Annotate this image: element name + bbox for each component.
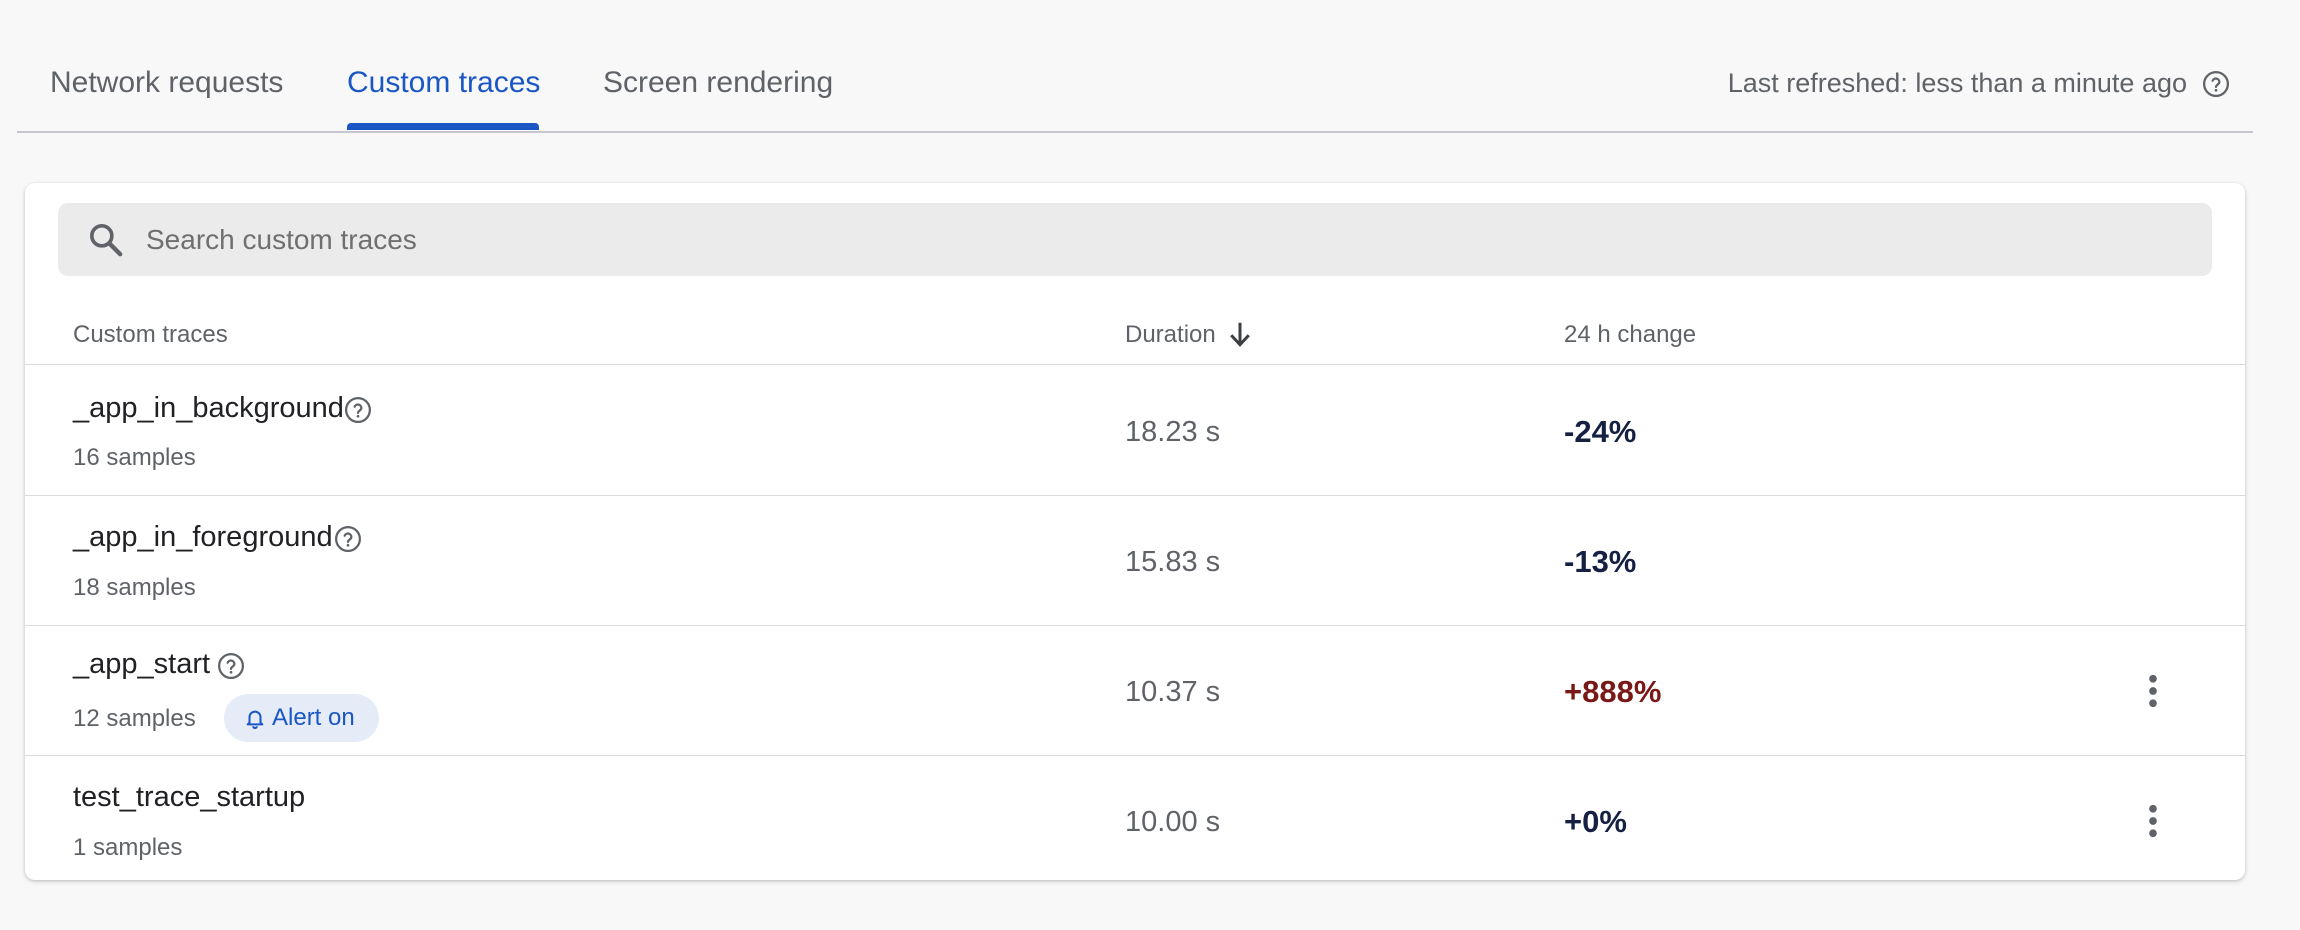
more-options-icon[interactable]	[2132, 670, 2174, 712]
active-tab-indicator	[347, 123, 539, 130]
trace-duration: 18.23 s	[1125, 416, 1221, 448]
column-header-24h-change: 24 h change	[1564, 321, 1697, 348]
search-input[interactable]	[146, 203, 2146, 276]
trace-24h-change: +888%	[1564, 674, 1662, 709]
help-icon[interactable]	[343, 395, 373, 425]
help-icon[interactable]	[216, 651, 246, 681]
trace-name[interactable]: test_trace_startup	[73, 781, 306, 813]
alert-status-label: Alert on	[272, 704, 355, 731]
help-icon[interactable]	[2201, 69, 2231, 99]
last-refreshed-status: Last refreshed: less than a minute ago	[1728, 68, 2231, 99]
table-row[interactable]: _app_in_foreground 18 samples 15.83 s -1…	[25, 496, 2245, 626]
trace-name[interactable]: _app_in_background	[73, 392, 344, 424]
column-header-duration[interactable]: Duration	[1125, 321, 1216, 348]
tab-bar: Network requests Custom traces Screen re…	[17, 0, 2253, 133]
help-icon[interactable]	[333, 524, 363, 554]
trace-samples: 18 samples	[73, 574, 196, 601]
tab-screen-rendering[interactable]: Screen rendering	[603, 66, 834, 99]
tab-custom-traces[interactable]: Custom traces	[347, 66, 541, 99]
sort-descending-icon[interactable]	[1225, 319, 1255, 349]
trace-duration: 10.37 s	[1125, 676, 1221, 708]
trace-samples: 1 samples	[73, 834, 183, 861]
bell-icon	[244, 706, 266, 730]
search-icon	[86, 220, 126, 260]
trace-name[interactable]: _app_in_foreground	[73, 521, 333, 553]
trace-samples: 16 samples	[73, 444, 196, 471]
trace-24h-change: -24%	[1564, 414, 1637, 449]
trace-duration: 15.83 s	[1125, 546, 1221, 578]
trace-samples: 12 samples	[73, 705, 196, 732]
search-bar	[58, 203, 2212, 276]
last-refreshed-text: Last refreshed: less than a minute ago	[1727, 68, 2187, 98]
alert-status-chip[interactable]: Alert on	[224, 694, 379, 742]
trace-duration: 10.00 s	[1125, 806, 1221, 838]
table-header: Custom traces Duration 24 h change	[25, 299, 2245, 365]
tab-network-requests[interactable]: Network requests	[50, 66, 284, 99]
trace-24h-change: -13%	[1564, 544, 1637, 579]
table-row[interactable]: test_trace_startup 1 samples 10.00 s +0%	[25, 756, 2245, 880]
more-options-icon[interactable]	[2132, 800, 2174, 842]
table-row[interactable]: _app_start 12 samples Alert on 10.37 s +…	[25, 626, 2245, 756]
custom-traces-card: Custom traces Duration 24 h change _app_…	[25, 183, 2245, 880]
column-header-custom-traces: Custom traces	[73, 321, 228, 348]
trace-name[interactable]: _app_start	[73, 648, 211, 680]
trace-24h-change: +0%	[1564, 804, 1627, 839]
table-row[interactable]: _app_in_background 16 samples 18.23 s -2…	[25, 366, 2245, 496]
